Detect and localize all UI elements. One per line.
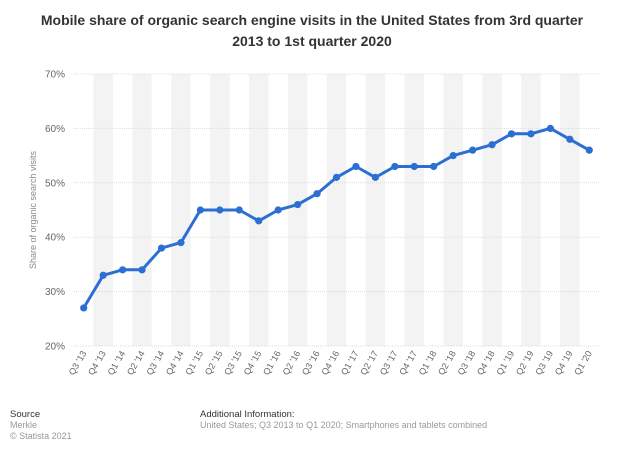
column-band [521,74,541,346]
x-tick-label: Q4 '14 [164,349,186,377]
data-point [469,146,477,154]
column-bands [93,74,580,346]
x-tick-label: Q1 '20 [572,349,594,377]
x-tick-label: Q3 '16 [300,349,322,377]
data-point [527,130,535,138]
data-point [294,200,302,209]
additional-info-text: United States; Q3 2013 to Q1 2020; Smart… [200,420,488,430]
gridlines [74,73,599,347]
data-point [371,173,379,181]
data-point [274,206,282,214]
source-line-2: © Statista 2021 [10,431,72,441]
x-tick-label: Q3 '13 [67,349,89,377]
column-band [443,74,463,346]
column-band [326,74,347,346]
data-point [196,206,204,214]
column-band [171,74,191,346]
column-band [132,74,152,346]
data-point [216,206,224,214]
data-point [566,135,574,143]
data-point [157,244,166,252]
x-tick-label: Q2 '14 [125,349,147,377]
x-tick-label: Q1 '17 [339,349,361,377]
x-tick-label: Q1 '16 [261,349,283,377]
column-band [560,74,580,346]
data-point [488,141,496,149]
x-tick-label: Q2 '17 [358,349,380,377]
column-band [249,74,269,346]
data-points [80,124,593,312]
data-point [332,173,341,181]
data-point [138,266,146,274]
x-tick-label: Q2 '18 [436,349,458,377]
data-point [352,162,360,171]
data-point [391,162,399,171]
x-tick-label: Q1 '18 [417,349,439,377]
additional-info-block: Additional Information: United States; Q… [200,409,487,431]
x-tick-label: Q3 '14 [144,349,166,377]
data-point [119,266,127,274]
y-tick-label: 50% [45,178,65,189]
data-point [585,146,593,154]
y-axis-label: Share of organic search visits [28,150,38,269]
source-line-1: Merkle [10,420,38,430]
data-point [313,190,321,198]
column-band [404,74,424,346]
x-tick-label: Q4 '13 [86,349,108,377]
data-point [255,217,263,225]
data-point [449,152,457,160]
data-point [410,162,418,171]
y-tick-label: 30% [45,287,65,298]
data-point [546,124,554,132]
column-band [482,74,502,346]
source-label: Source [10,409,41,420]
data-point [99,271,107,279]
column-band [287,74,308,346]
column-band [365,74,386,346]
chart-title: Mobile share of organic search engine vi… [40,12,584,49]
x-tick-label: Q2 '16 [281,349,303,377]
column-band [93,74,113,346]
x-tick-label: Q4 '17 [397,349,419,377]
additional-info-label: Additional Information: [200,409,295,420]
x-tick-label: Q4 '18 [475,349,497,377]
x-tick-label: Q4 '15 [242,349,264,377]
y-tick-label: 20% [45,342,65,353]
x-tick-label: Q2 '15 [203,349,225,377]
data-point [235,206,243,214]
x-tick-label: Q3 '17 [378,349,400,377]
y-tick-label: 60% [45,124,65,135]
x-tick-label: Q3 '15 [222,349,244,377]
data-point [80,304,88,312]
x-tick-label: Q4 '16 [319,349,341,377]
data-point [430,162,438,171]
data-point [507,130,516,138]
y-tick-labels: 20% 30% 40% 50% 60% 70% [45,70,65,353]
x-tick-label: Q1 '19 [494,349,516,377]
x-tick-label: Q1 '14 [106,349,128,377]
y-tick-label: 40% [45,233,65,244]
x-tick-label: Q4 '19 [553,349,575,377]
source-block: Source Merkle © Statista 2021 [10,409,72,442]
x-tick-label: Q1 '15 [183,349,205,377]
x-tick-label: Q2 '19 [514,349,536,377]
x-tick-label: Q3 '18 [456,349,478,377]
x-tick-label: Q3 '19 [533,349,555,377]
data-point [177,239,185,247]
y-tick-label: 70% [45,70,65,81]
